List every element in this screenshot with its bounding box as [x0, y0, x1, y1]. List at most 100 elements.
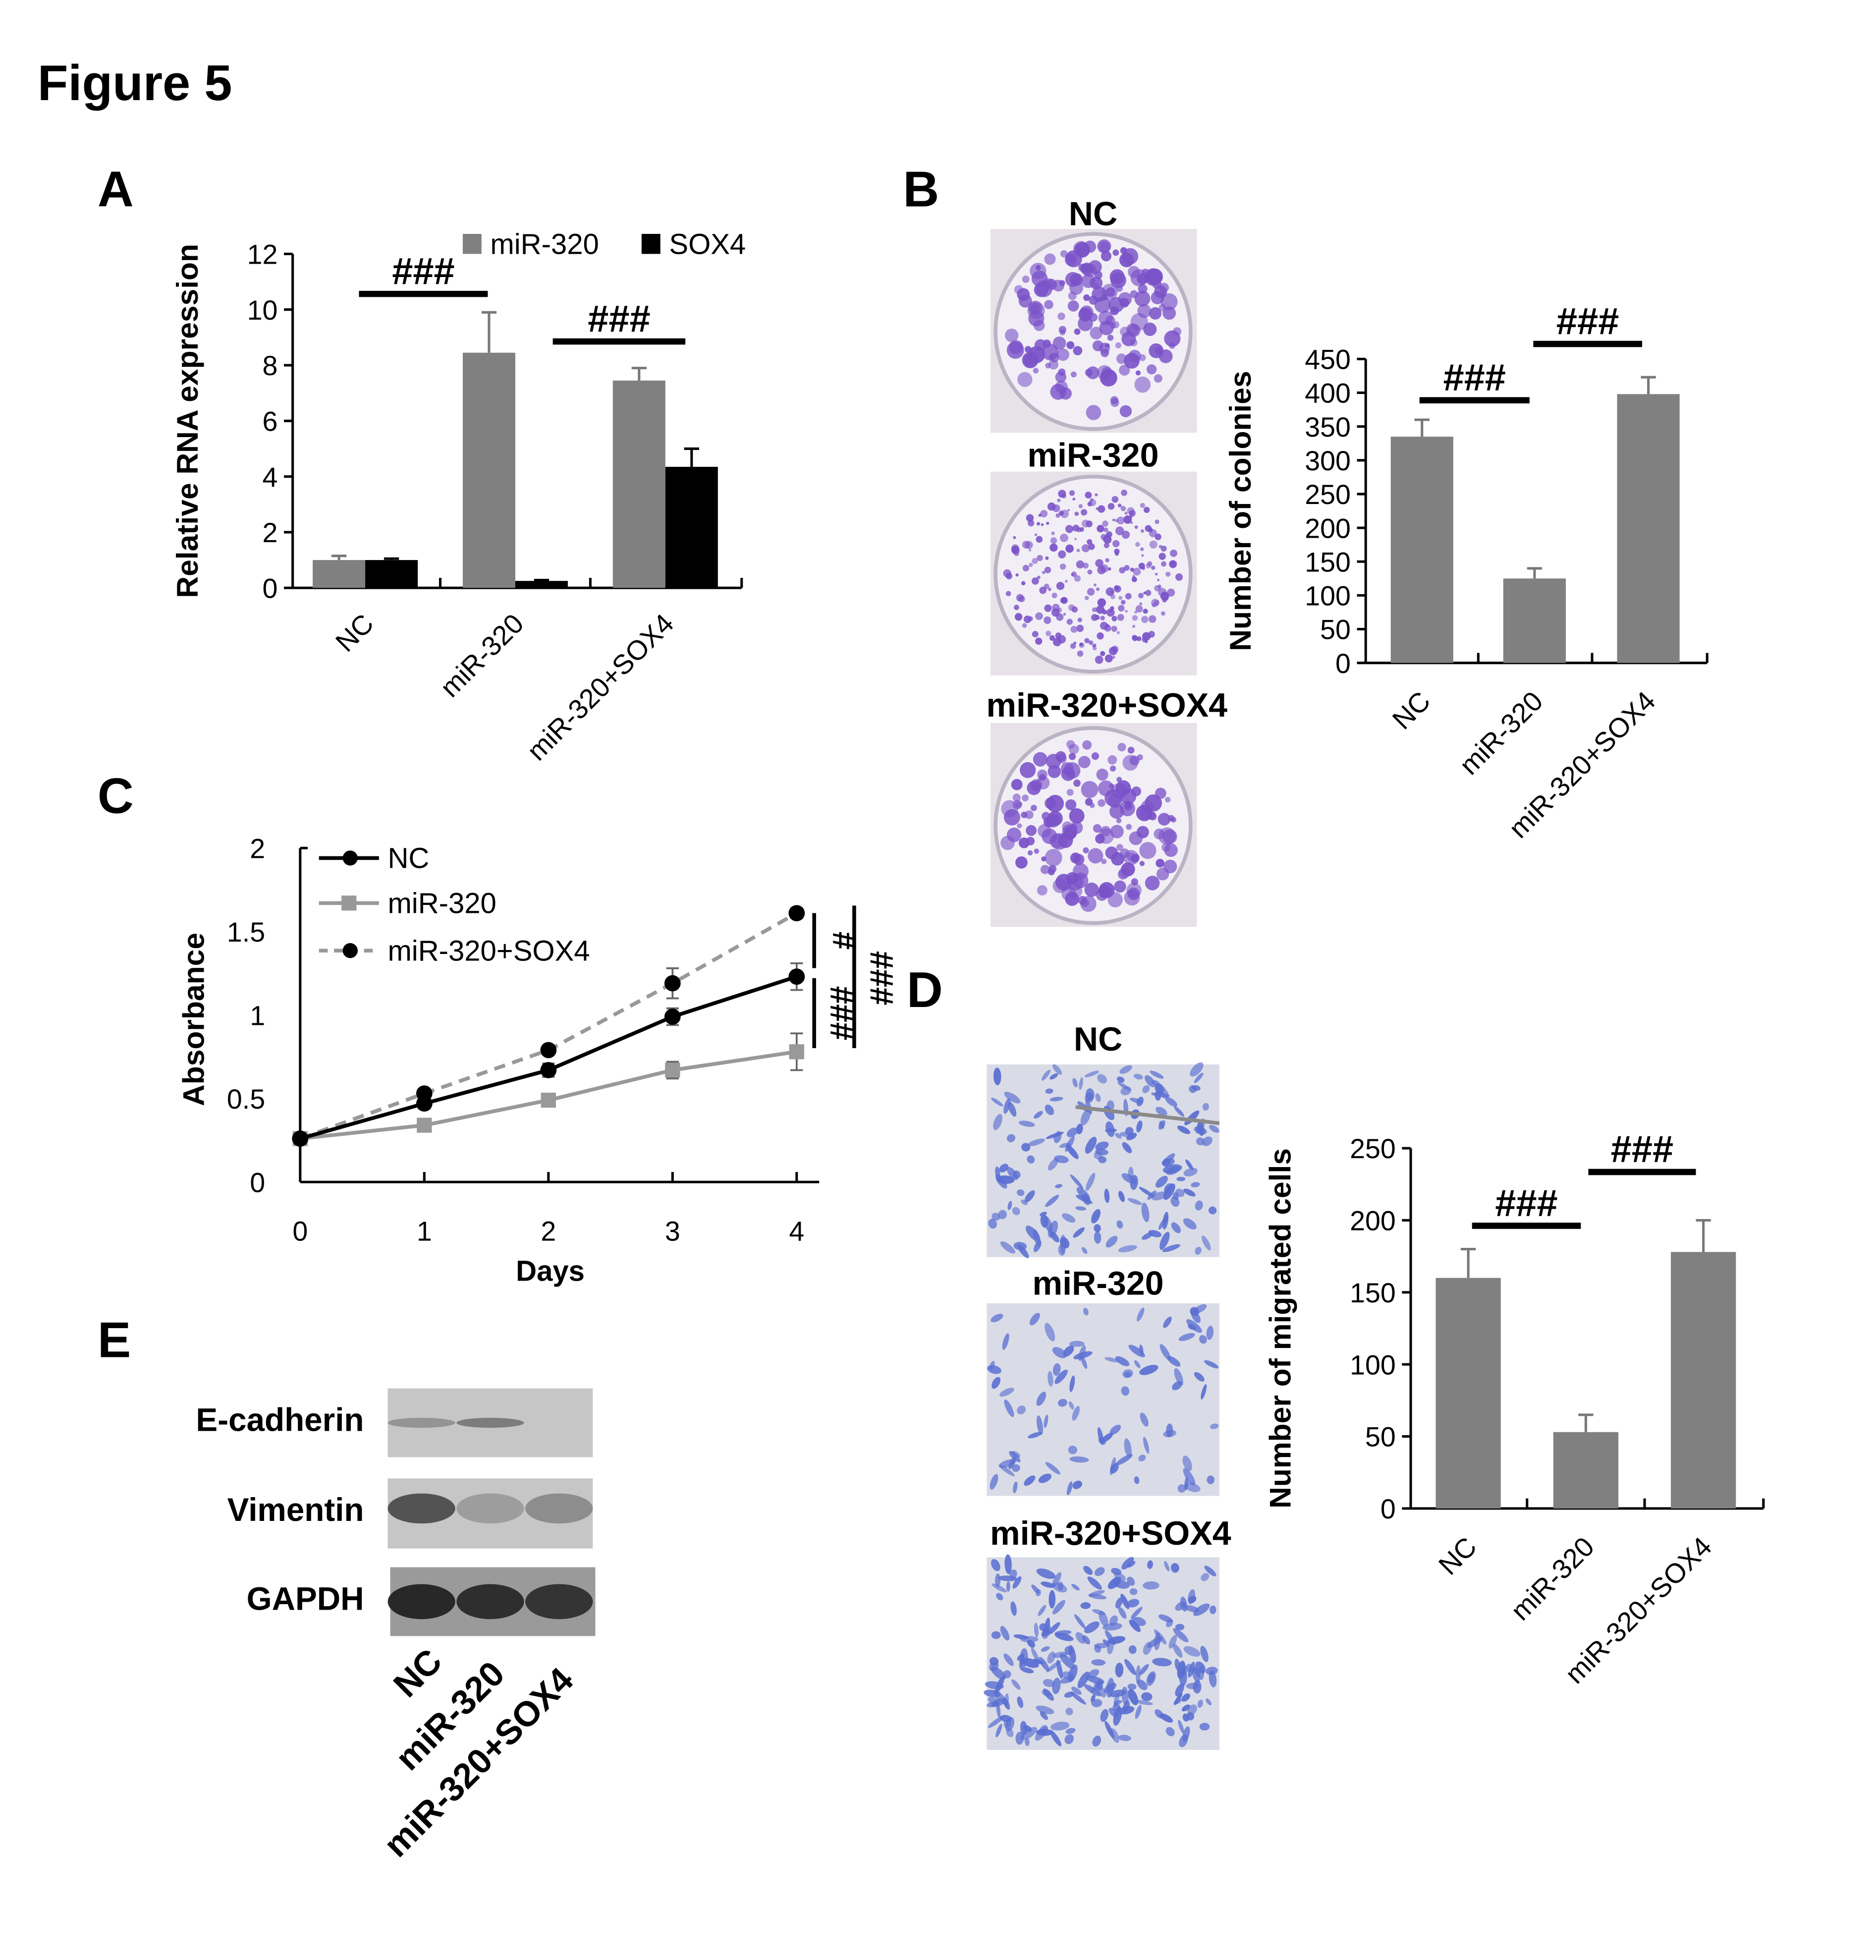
- colony: [1048, 587, 1051, 591]
- y-axis-label: Number of migrated cells: [1264, 1148, 1297, 1509]
- migrated-cell: [1057, 1581, 1063, 1591]
- colony: [1120, 247, 1127, 254]
- migrated-cell: [1002, 1333, 1009, 1350]
- colony: [1128, 349, 1141, 363]
- significance-marker: ###: [392, 250, 454, 292]
- colony: [1135, 605, 1143, 613]
- migrated-cell: [1141, 1692, 1153, 1701]
- migrated-cell: [1094, 1643, 1108, 1649]
- migrated-cell: [1078, 1345, 1086, 1361]
- migrated-cell: [1145, 1075, 1156, 1087]
- colony: [1011, 546, 1020, 555]
- y-tick-label: 100: [1305, 581, 1351, 612]
- migrated-cell: [1136, 1120, 1143, 1133]
- colony: [1037, 555, 1043, 561]
- legend-marker: [341, 896, 357, 911]
- migrated-cell: [991, 1313, 1003, 1323]
- image-label: NC: [1069, 195, 1117, 232]
- colony: [1022, 352, 1039, 369]
- migrated-cell: [1124, 1659, 1136, 1675]
- migrated-cell: [1028, 1138, 1045, 1146]
- migrated-cell: [1020, 1667, 1034, 1674]
- migrated-cell: [1122, 1142, 1132, 1154]
- legend-marker: [342, 943, 358, 958]
- migrated-cell: [1005, 1717, 1015, 1732]
- migrated-cell: [1066, 1144, 1079, 1159]
- colony: [1077, 650, 1084, 657]
- migrated-cell: [1116, 1220, 1123, 1229]
- colony: [1076, 560, 1085, 569]
- colony: [1065, 799, 1077, 811]
- migrated-cell: [1143, 1642, 1152, 1655]
- migrated-cell: [1064, 1646, 1073, 1655]
- colony: [1119, 405, 1132, 417]
- colony: [1011, 779, 1023, 790]
- migrated-cell: [1000, 1241, 1015, 1254]
- migrated-cell: [1194, 1372, 1205, 1382]
- colony: [1014, 613, 1023, 621]
- colony: [1052, 280, 1064, 292]
- data-point: [417, 1118, 432, 1133]
- migrated-cell: [988, 1219, 997, 1229]
- colony: [1058, 510, 1064, 516]
- colony: [1044, 583, 1049, 589]
- migrated-cell: [991, 1097, 1003, 1107]
- migrated-cell: [1135, 1704, 1142, 1719]
- colony: [1120, 600, 1126, 605]
- migrated-cell: [1143, 1437, 1150, 1454]
- migrated-cell: [1202, 1103, 1209, 1111]
- migrated-cell: [1004, 1693, 1009, 1707]
- colony: [1163, 859, 1177, 874]
- migrated-cell: [1170, 1563, 1179, 1573]
- migrated-cell: [1068, 1401, 1074, 1410]
- migrated-cell: [1165, 1727, 1175, 1736]
- migrated-cell: [1024, 1475, 1036, 1486]
- colony: [1021, 581, 1026, 586]
- migrated-cell: [990, 1474, 998, 1490]
- migrated-cell: [1040, 1214, 1048, 1228]
- colony: [1061, 494, 1066, 499]
- colony: [1071, 606, 1078, 613]
- colony: [1125, 593, 1132, 600]
- colony: [1067, 508, 1070, 511]
- bar: [313, 560, 366, 588]
- migrated-cell: [1045, 1088, 1053, 1094]
- migrated-cell: [1041, 1069, 1050, 1081]
- migrated-cell: [1163, 1430, 1176, 1438]
- migrated-cell: [1080, 1109, 1091, 1125]
- colony: [1117, 504, 1122, 508]
- colony: [1121, 530, 1130, 539]
- colony: [1044, 566, 1051, 573]
- colony: [1111, 616, 1117, 621]
- colony: [1082, 562, 1089, 569]
- colony: [1138, 562, 1145, 569]
- colony: [1133, 567, 1141, 576]
- colony: [1091, 752, 1100, 760]
- colony: [1140, 529, 1144, 533]
- data-point: [664, 1008, 681, 1025]
- colony: [1155, 519, 1159, 524]
- migrated-cell: [1088, 1669, 1100, 1678]
- colony: [1066, 618, 1073, 625]
- colony: [1160, 611, 1165, 616]
- y-tick-label: 50: [1365, 1422, 1396, 1453]
- migrated-cell: [1109, 1424, 1121, 1435]
- migrated-cell: [1048, 1590, 1056, 1609]
- colony: [1081, 509, 1088, 516]
- colony: [1096, 605, 1104, 614]
- colony: [1115, 342, 1121, 349]
- colony: [1079, 527, 1084, 532]
- colony: [1100, 564, 1108, 573]
- migrated-cell: [1181, 1704, 1191, 1712]
- colony: [1086, 405, 1102, 420]
- colony: [1112, 656, 1115, 659]
- colony: [1081, 544, 1090, 553]
- colony: [1175, 573, 1183, 581]
- colony: [1035, 612, 1043, 620]
- bar: [665, 466, 718, 588]
- colony: [1040, 865, 1050, 874]
- data-point: [416, 1095, 433, 1112]
- migrated-cell: [1044, 1414, 1048, 1428]
- colony: [1095, 834, 1105, 844]
- y-tick-label: 150: [1350, 1278, 1396, 1308]
